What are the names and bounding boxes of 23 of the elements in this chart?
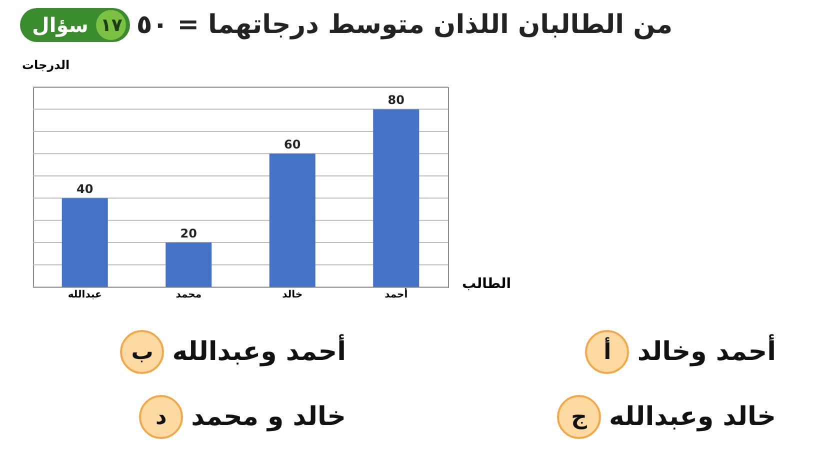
x-tick-label: خالد	[282, 290, 303, 300]
x-tick-label: عبدالله	[68, 290, 102, 300]
x-tick-label: أحمد	[384, 288, 408, 300]
data-label: 40	[76, 182, 94, 196]
x-tick-label: محمد	[176, 290, 202, 300]
bar	[269, 154, 316, 287]
text: ١٧	[96, 10, 126, 40]
text: خالد وعبدالله	[609, 402, 776, 432]
bar	[373, 109, 420, 287]
data-label: 80	[388, 93, 404, 108]
data-label: 20	[180, 226, 197, 241]
data-label: 60	[284, 138, 301, 152]
y-axis-title: الدرجات	[22, 58, 70, 72]
text: أ	[585, 330, 630, 374]
text: د	[139, 395, 184, 439]
bar	[62, 198, 108, 287]
text: خالد و محمد	[191, 402, 346, 432]
bar	[166, 242, 212, 287]
x-axis-title: الطالب	[462, 276, 512, 292]
text: ج	[557, 395, 602, 439]
chart-title: من الطالبان اللذان متوسط درجاتهما = ٥٠	[136, 10, 673, 40]
text: ب	[120, 330, 164, 374]
text: سؤال	[32, 13, 88, 37]
